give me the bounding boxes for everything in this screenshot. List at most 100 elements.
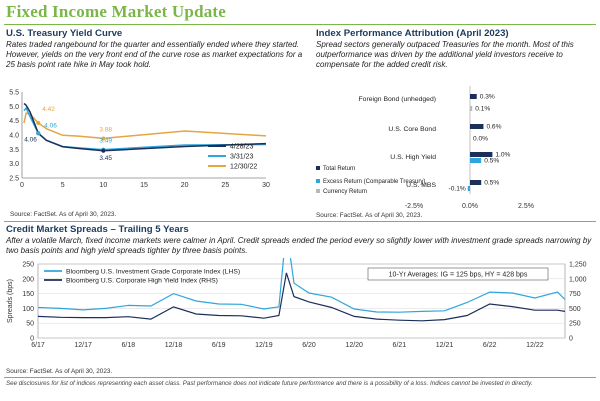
yc-x-tick-label: 5 xyxy=(61,182,65,189)
yc-y-tick-label: 2.5 xyxy=(9,176,19,183)
section-rule xyxy=(4,221,596,222)
cs-y-tick-label: 250 xyxy=(22,262,34,269)
cs-note-box xyxy=(367,267,549,281)
yc-legend-label: 4/28/23 xyxy=(230,144,253,151)
yc-series-line xyxy=(23,102,267,152)
yield-curve-heading: U.S. Treasury Yield Curve xyxy=(6,28,123,39)
cs-y-tick-label: 0 xyxy=(30,336,34,343)
ab-bar xyxy=(470,152,493,157)
yc-y-tick-label: 4.5 xyxy=(9,118,19,125)
ab-bar xyxy=(470,180,482,185)
cs-x-tick-label: 6/17 xyxy=(31,342,45,349)
yc-legend-label: 3/31/23 xyxy=(230,154,253,161)
cs-x-tick-label: 6/19 xyxy=(212,342,226,349)
ab-data-label: 0.3% xyxy=(480,94,495,101)
yc-series-line xyxy=(23,112,267,140)
disclaimer: See disclosures for list of indices repr… xyxy=(6,380,533,387)
yc-x-tick-label: 15 xyxy=(140,182,148,189)
ab-data-label: -0.1% xyxy=(449,186,466,193)
title-rule xyxy=(4,24,596,25)
cs-x-tick-label: 12/17 xyxy=(74,342,92,349)
ab-bar xyxy=(470,106,473,111)
cs-y-tick-label: 200 xyxy=(22,276,34,283)
footer-rule xyxy=(4,377,596,378)
yc-point xyxy=(36,120,41,125)
ab-bar xyxy=(470,94,477,99)
cs-x-tick-label: 6/20 xyxy=(302,342,316,349)
cs-x-tick-label: 6/18 xyxy=(122,342,136,349)
yc-y-tick-label: 3.5 xyxy=(9,147,19,154)
yc-point xyxy=(101,148,106,153)
cs-x-tick-label: 12/22 xyxy=(526,342,544,349)
cs-legend-label: Bloomberg U.S. Corporate High Yield Inde… xyxy=(66,278,218,285)
cs-x-tick-label: 12/20 xyxy=(345,342,363,349)
cs-y2-tick-label: 0 xyxy=(569,336,573,343)
yc-annotation: 3.88 xyxy=(99,126,112,133)
ab-bar xyxy=(470,158,482,163)
yc-point xyxy=(36,131,41,136)
ab-category-label: U.S. Core Bond xyxy=(388,126,436,133)
ab-legend-label: Currency Return xyxy=(323,189,367,195)
yield-curve-chart: 2.5 3.0 3.5 4.0 4.5 5.0 5.5 0 5 10 15 20 25 30 4.06 4.… xyxy=(9,90,270,190)
attribution-heading: Index Performance Attribution (April 202… xyxy=(316,28,509,39)
cs-y-tick-label: 150 xyxy=(22,291,34,298)
ab-bar xyxy=(467,186,470,191)
cs-x-tick-label: 12/18 xyxy=(165,342,183,349)
cs-y2-tick-label: 500 xyxy=(569,306,581,313)
spreads-heading: Credit Market Spreads – Trailing 5 Years xyxy=(6,224,189,235)
cs-y2-tick-label: 1,250 xyxy=(569,262,587,269)
cs-y-axis-label: Spreads (bps) xyxy=(7,279,14,323)
yc-y-tick-label: 4.0 xyxy=(9,133,19,140)
attribution-source: Source: FactSet. As of April 30, 2023. xyxy=(316,212,423,219)
cs-y2-tick-label: 750 xyxy=(569,291,581,298)
attribution-chart: Foreign Bond (unhedged) U.S. Core Bond U.S… xyxy=(316,86,534,210)
yc-annotation: 3.45 xyxy=(99,155,112,162)
spreads-text: After a volatile March, fixed income mar… xyxy=(6,236,592,255)
ab-bar xyxy=(470,124,484,129)
yc-y-tick-label: 3.0 xyxy=(9,161,19,168)
ab-category-label: U.S. MBS xyxy=(406,182,436,189)
ab-legend-label: Excess Return (Comparable Treasury) xyxy=(323,179,425,185)
yield-curve-source: Source: FactSet. As of April 30, 2023. xyxy=(10,211,117,218)
ab-data-label: 0.6% xyxy=(486,124,501,131)
yc-x-tick-label: 25 xyxy=(221,182,229,189)
spreads-source: Source: FactSet. As of April 30, 2023. xyxy=(6,368,113,375)
yc-point xyxy=(101,136,106,141)
yc-annotation: 4.06 xyxy=(24,136,37,143)
ab-legend-swatch xyxy=(316,189,320,193)
cs-x-tick-label: 12/19 xyxy=(255,342,273,349)
ab-category-label: Foreign Bond (unhedged) xyxy=(359,96,436,103)
ab-x-tick-label: -2.5% xyxy=(405,203,423,210)
cs-x-tick-label: 6/21 xyxy=(393,342,407,349)
yc-y-tick-label: 5.5 xyxy=(9,90,19,97)
cs-x-tick-label: 12/21 xyxy=(436,342,454,349)
cs-series-line xyxy=(37,258,566,313)
ab-legend-swatch xyxy=(316,166,320,170)
ab-data-label: 1.0% xyxy=(495,152,510,159)
ab-legend-label: Total Return xyxy=(323,166,355,172)
ab-category-label: U.S. High Yield xyxy=(390,154,436,161)
yc-x-tick-label: 10 xyxy=(99,182,107,189)
yc-y-tick-label: 5.0 xyxy=(9,104,19,111)
cs-legend-label: Bloomberg U.S. Investment Grade Corporat… xyxy=(66,269,240,276)
yc-annotation: 4.42 xyxy=(42,106,55,113)
ab-x-tick-label: 0.0% xyxy=(462,203,478,210)
yc-annotation: 3.49 xyxy=(99,138,112,145)
yc-x-tick-label: 20 xyxy=(181,182,189,189)
ab-x-tick-label: 2.5% xyxy=(518,203,534,210)
cs-y2-tick-label: 1,000 xyxy=(569,276,587,283)
ab-data-label: 0.5% xyxy=(484,180,499,187)
attribution-text: Spread sectors generally outpaced Treasu… xyxy=(316,40,574,69)
cs-y2-tick-label: 250 xyxy=(569,321,581,328)
yc-x-tick-label: 30 xyxy=(262,182,270,189)
cs-note: 10-Yr Averages: IG = 125 bps, HY = 428 b… xyxy=(389,272,528,279)
yc-legend-label: 12/30/22 xyxy=(230,164,257,171)
ab-data-label: 0.0% xyxy=(473,136,488,143)
cs-y-tick-label: 50 xyxy=(26,321,34,328)
spreads-chart: 0 50 100 150 200 250 0 250 500 750 1,000 1,250 Sprea… xyxy=(7,258,587,349)
ab-data-label: 0.1% xyxy=(475,106,490,113)
ab-legend-swatch xyxy=(316,179,320,183)
yield-curve-text: Rates traded rangebound for the quarter … xyxy=(6,40,303,69)
yc-x-tick-label: 0 xyxy=(20,182,24,189)
cs-series-line xyxy=(37,272,566,322)
